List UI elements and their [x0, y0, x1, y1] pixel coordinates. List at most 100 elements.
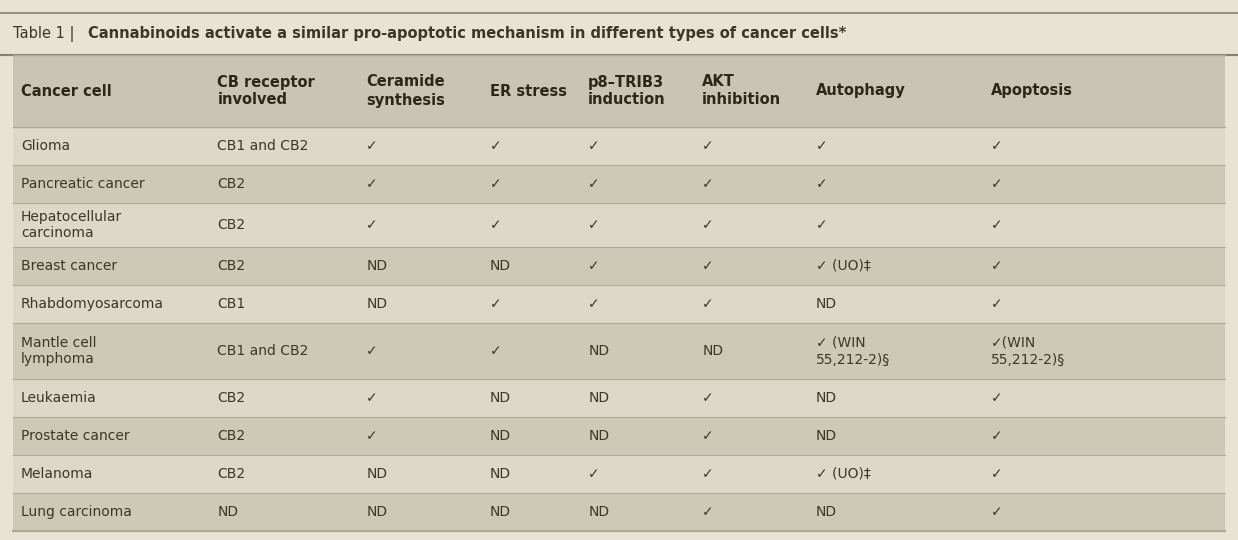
Text: Cancer cell: Cancer cell — [21, 84, 111, 98]
Text: ✓(WIN
55,212-2)§: ✓(WIN 55,212-2)§ — [990, 336, 1065, 366]
Text: CB2: CB2 — [218, 218, 245, 232]
Bar — [14, 285, 1224, 323]
Text: ✓: ✓ — [990, 391, 1003, 405]
Text: ✓: ✓ — [990, 177, 1003, 191]
Text: ✓: ✓ — [702, 177, 714, 191]
Text: CB2: CB2 — [218, 467, 245, 481]
Text: ND: ND — [816, 297, 837, 311]
Bar — [14, 247, 1224, 285]
Text: CB2: CB2 — [218, 259, 245, 273]
Bar — [14, 379, 1224, 417]
Text: ✓: ✓ — [366, 429, 378, 443]
Text: ✓: ✓ — [588, 177, 600, 191]
Text: CB1: CB1 — [218, 297, 245, 311]
Text: ND: ND — [490, 505, 511, 519]
Bar — [14, 493, 1224, 531]
Text: Breast cancer: Breast cancer — [21, 259, 118, 273]
Text: ✓: ✓ — [588, 297, 600, 311]
Text: ✓: ✓ — [366, 391, 378, 405]
Text: ✓: ✓ — [990, 139, 1003, 153]
Text: ND: ND — [490, 391, 511, 405]
Text: Glioma: Glioma — [21, 139, 71, 153]
Text: ✓: ✓ — [816, 218, 828, 232]
Text: ✓: ✓ — [588, 139, 600, 153]
Text: ✓: ✓ — [366, 218, 378, 232]
Text: Pancreatic cancer: Pancreatic cancer — [21, 177, 145, 191]
Bar — [14, 203, 1224, 247]
Text: ✓: ✓ — [990, 259, 1003, 273]
Text: ✓: ✓ — [490, 177, 501, 191]
Text: ✓: ✓ — [490, 344, 501, 358]
Text: ND: ND — [490, 467, 511, 481]
Text: AKT
inhibition: AKT inhibition — [702, 75, 781, 107]
Text: ✓: ✓ — [588, 259, 600, 273]
Text: Autophagy: Autophagy — [816, 84, 906, 98]
Text: ✓: ✓ — [366, 344, 378, 358]
Text: ✓ (UO)‡: ✓ (UO)‡ — [816, 467, 870, 481]
Text: ✓: ✓ — [702, 429, 714, 443]
Text: ✓ (WIN
55,212-2)§: ✓ (WIN 55,212-2)§ — [816, 336, 890, 366]
Text: CB2: CB2 — [218, 429, 245, 443]
Text: ND: ND — [366, 259, 387, 273]
Text: ND: ND — [366, 297, 387, 311]
Text: ✓: ✓ — [366, 177, 378, 191]
Text: Mantle cell
lymphoma: Mantle cell lymphoma — [21, 336, 97, 366]
Text: Rhabdomyosarcoma: Rhabdomyosarcoma — [21, 297, 163, 311]
Text: Apoptosis: Apoptosis — [990, 84, 1072, 98]
Bar — [14, 165, 1224, 203]
Text: ✓ (UO)‡: ✓ (UO)‡ — [816, 259, 870, 273]
Text: Ceramide
synthesis: Ceramide synthesis — [366, 75, 446, 107]
Text: ND: ND — [588, 344, 609, 358]
Text: CB receptor
involved: CB receptor involved — [218, 75, 316, 107]
Text: ✓: ✓ — [990, 429, 1003, 443]
Text: ✓: ✓ — [702, 505, 714, 519]
Bar — [14, 455, 1224, 493]
Text: ND: ND — [702, 344, 723, 358]
Text: CB2: CB2 — [218, 391, 245, 405]
Text: ✓: ✓ — [990, 297, 1003, 311]
Text: ✓: ✓ — [366, 139, 378, 153]
Text: ✓: ✓ — [702, 218, 714, 232]
Text: ✓: ✓ — [490, 139, 501, 153]
Text: Prostate cancer: Prostate cancer — [21, 429, 130, 443]
Text: Table 1 |: Table 1 | — [14, 26, 79, 42]
Text: ND: ND — [490, 259, 511, 273]
Text: ✓: ✓ — [990, 505, 1003, 519]
Text: Melanoma: Melanoma — [21, 467, 93, 481]
Text: ✓: ✓ — [702, 467, 714, 481]
Text: CB1 and CB2: CB1 and CB2 — [218, 344, 308, 358]
Text: p8–TRIB3
induction: p8–TRIB3 induction — [588, 75, 666, 107]
Bar — [14, 55, 1224, 127]
Text: Cannabinoids activate a similar pro-apoptotic mechanism in different types of ca: Cannabinoids activate a similar pro-apop… — [88, 26, 847, 42]
Text: ✓: ✓ — [588, 467, 600, 481]
Bar — [14, 323, 1224, 379]
Bar — [14, 127, 1224, 165]
Text: ND: ND — [588, 391, 609, 405]
Text: CB2: CB2 — [218, 177, 245, 191]
Bar — [14, 417, 1224, 455]
Text: ND: ND — [816, 391, 837, 405]
Text: ✓: ✓ — [490, 218, 501, 232]
Text: ✓: ✓ — [490, 297, 501, 311]
Text: ND: ND — [816, 505, 837, 519]
Text: ✓: ✓ — [702, 391, 714, 405]
Bar — [0, 13, 1238, 55]
Text: ✓: ✓ — [702, 259, 714, 273]
Text: ✓: ✓ — [702, 297, 714, 311]
Text: ✓: ✓ — [990, 218, 1003, 232]
Text: ND: ND — [366, 467, 387, 481]
Text: Hepatocellular
carcinoma: Hepatocellular carcinoma — [21, 210, 123, 240]
Text: ✓: ✓ — [702, 139, 714, 153]
Text: ND: ND — [588, 505, 609, 519]
Text: ND: ND — [588, 429, 609, 443]
Text: ND: ND — [490, 429, 511, 443]
Text: Leukaemia: Leukaemia — [21, 391, 97, 405]
Text: ND: ND — [816, 429, 837, 443]
Text: ✓: ✓ — [816, 139, 828, 153]
Text: CB1 and CB2: CB1 and CB2 — [218, 139, 308, 153]
Text: ND: ND — [366, 505, 387, 519]
Text: ✓: ✓ — [588, 218, 600, 232]
Text: ✓: ✓ — [990, 467, 1003, 481]
Text: ER stress: ER stress — [490, 84, 567, 98]
Text: Lung carcinoma: Lung carcinoma — [21, 505, 132, 519]
